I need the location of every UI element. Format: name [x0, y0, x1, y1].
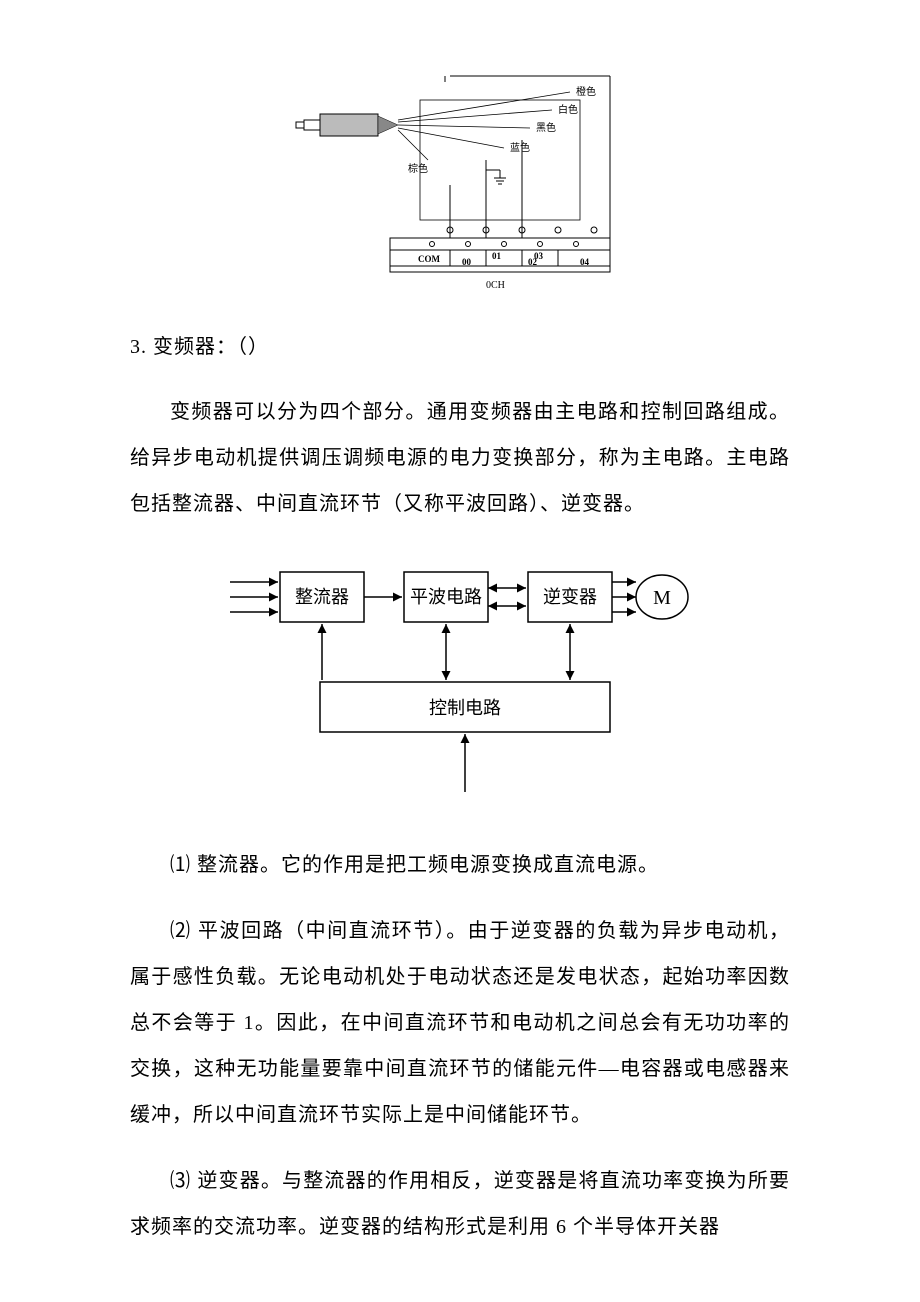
item-1: ⑴ 整流器。它的作用是把工频电源变换成直流电源。 [130, 842, 790, 888]
inverter-block-diagram: 整流器 平波电路 逆变器 M 控制电路 [220, 552, 700, 812]
wire-label-blue: 蓝色 [510, 141, 530, 154]
item-2: ⑵ 平波回路（中间直流环节）。由于逆变器的负载为异步电动机，属于感性负载。无论电… [130, 908, 790, 1138]
node-control: 控制电路 [429, 698, 501, 718]
node-motor: M [653, 587, 671, 609]
wire-label-black: 黑色 [536, 121, 556, 134]
section-3-heading: 3. 变频器：（） [130, 330, 790, 359]
channel-label: 0CH [486, 280, 505, 291]
node-smoothing: 平波电路 [410, 587, 482, 607]
terminal-com: COM [418, 254, 441, 264]
item-3: ⑶ 逆变器。与整流器的作用相反，逆变器是将直流功率变换为所要求频率的交流功率。逆… [130, 1158, 790, 1250]
block-diagram-svg: 整流器 平波电路 逆变器 M 控制电路 [220, 552, 700, 812]
node-rectifier: 整流器 [295, 587, 349, 607]
terminal-03: 03 [534, 251, 544, 261]
node-inverter: 逆变器 [543, 587, 597, 607]
terminal-01: 01 [492, 251, 502, 261]
wire-label-orange: 橙色 [576, 85, 596, 98]
wire-label-brown: 棕色 [408, 162, 428, 175]
wiring-svg: 橙色 白色 黑色 蓝色 棕色 [290, 70, 630, 300]
section-3-paragraph: 变频器可以分为四个部分。通用变频器由主电路和控制回路组成。给异步电动机提供调压调… [130, 389, 790, 527]
wiring-diagram: 橙色 白色 黑色 蓝色 棕色 [290, 70, 630, 300]
wire-label-white: 白色 [558, 103, 578, 116]
